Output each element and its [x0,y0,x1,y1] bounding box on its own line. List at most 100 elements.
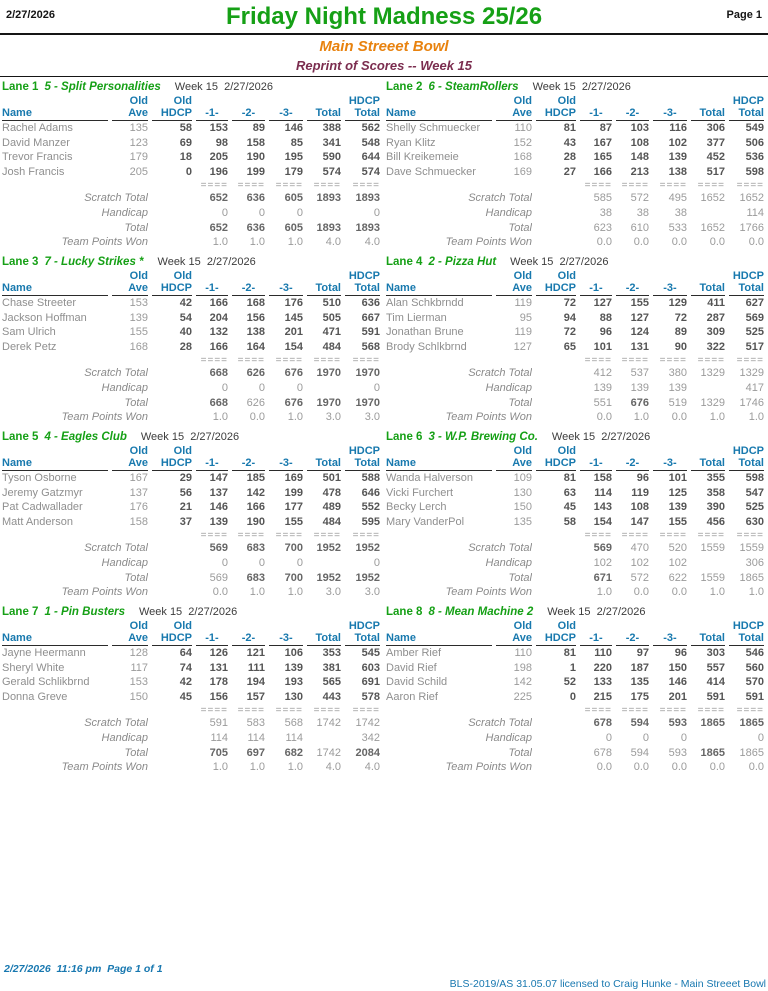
separator-marks: ==== [584,531,612,542]
lane-number: Lane 3 [2,256,39,268]
scratch-total-row-label: Scratch Total [468,367,532,380]
player-row: Dave Schmuecker 169 27 166 213 138 517 598 [386,165,764,180]
separator-marks: ==== [200,181,228,192]
old-handicap: 42 [179,297,192,309]
game1-score: 623 [593,221,612,234]
game3-score: 146 [284,122,303,134]
game1-score: 126 [209,647,228,659]
team-name: 5 - Split Personalities [44,81,161,93]
series-total: 1652 [700,221,725,234]
game3-column-header: -3- [269,282,303,296]
hdcp-total-top-header: HDCP [732,445,764,457]
hdcp-total-top-header: HDCP [348,270,380,282]
game2-score: 1.0 [633,411,649,424]
week-label: Week 15 2/27/2026 [157,256,256,268]
hdcp-total: 1952 [355,542,380,555]
handicap-row-label: Handicap [485,206,532,219]
game1-column-header: -1- [196,457,228,471]
player-row: Josh Francis 205 0 196 199 179 574 574 [2,165,380,180]
game2-score: 626 [246,367,265,380]
header-rule-thin [0,76,768,77]
spacer [196,270,228,282]
player-row: Sam Ulrich 155 40 132 138 201 471 591 [2,325,380,340]
handicap-row-label: Handicap [101,556,148,569]
hdcp-total: 691 [361,676,380,689]
game1-score: 0.0 [596,411,612,424]
game2-score: 594 [630,746,649,759]
game1-score: 154 [593,515,612,528]
game2-score: 683 [246,542,265,555]
game1-score: 133 [593,676,612,689]
old-average: 153 [129,297,148,309]
old-average: 155 [129,326,148,339]
ave-column-header: Ave [112,282,148,296]
player-name: Rachel Adams [2,122,73,134]
old-handicap: 21 [179,501,192,514]
game2-score: 139 [630,381,649,394]
old-average: 135 [129,122,148,134]
player-name: Dave Schmuecker [386,165,476,178]
game3-score: 138 [668,165,687,178]
game1-score: 165 [593,151,612,164]
old-average: 205 [129,165,148,178]
total-column-header: Total [691,632,725,646]
player-row: Aaron Rief 225 0 215 175 201 591 591 [386,690,764,705]
spacer [152,366,192,381]
spacer [536,716,576,731]
spacer [536,191,576,206]
separator-marks: ==== [313,531,341,542]
game3-score: 1.0 [287,236,303,249]
hdcp-total: 603 [361,661,380,674]
total-column-header: Total [307,282,341,296]
ave-column-header: Ave [496,282,532,296]
game1-score: 569 [209,542,228,555]
hdcp-total-column-header: Total [345,107,380,121]
game3-score: 139 [284,661,303,674]
name-column-header: Name [2,282,108,296]
separator-marks: ==== [621,181,649,192]
player-name: David Manzer [2,136,70,149]
separator-marks: ==== [275,531,303,542]
hdcp-total: 1865 [739,717,764,730]
lane-title-row: Lane 4 2 - Pizza Hut Week 15 2/27/2026 [386,255,764,270]
hdcp-total: 3.0 [364,411,380,424]
game3-score: 102 [668,136,687,149]
week-label: Week 15 2/27/2026 [174,81,274,93]
game3-score: 1.0 [287,411,303,424]
game2-score: 0.0 [633,761,649,774]
handicap-row: Handicap 38 38 38 114 [386,206,764,221]
hdcp-total: 4.0 [364,761,380,774]
name-column-header: Name [2,107,108,121]
old-handicap: 28 [179,340,192,353]
game1-score: 38 [599,206,612,219]
series-total: 1742 [316,746,341,759]
week-label: Week 15 2/27/2026 [532,81,631,93]
game2-score: 142 [246,486,265,499]
game3-score: 0.0 [671,761,687,774]
game3-score: 145 [284,311,303,324]
page-title: Friday Night Madness 25/26 [225,3,543,30]
game2-score: 594 [630,717,649,730]
game3-score: 622 [668,571,687,584]
name-column-header: Name [386,282,492,296]
player-name: Tyson Osborne [2,472,77,484]
player-row: Gerald Schlikbrnd 153 42 178 194 193 565 691 [2,675,380,690]
old-handicap: 18 [179,151,192,164]
hdcp-total-top-header: HDCP [348,445,380,457]
spacer [653,620,687,632]
game3-score: 0 [296,381,303,394]
game2-score: 175 [630,690,649,703]
series-total: 489 [322,501,341,514]
spacer [152,731,192,746]
player-name: Mary VanderPol [386,515,465,528]
spacer [386,270,492,282]
total-column-header: Total [307,107,341,121]
spacer [536,556,576,571]
game2-score: 38 [636,206,649,219]
team-name: 6 - SteamRollers [428,81,519,93]
old-average: 109 [513,472,532,484]
hdcp-total: 0 [373,556,380,569]
hdcp-total-column-header: Total [729,107,764,121]
series-total: 574 [322,165,341,178]
series-total: 1.0 [709,586,725,599]
